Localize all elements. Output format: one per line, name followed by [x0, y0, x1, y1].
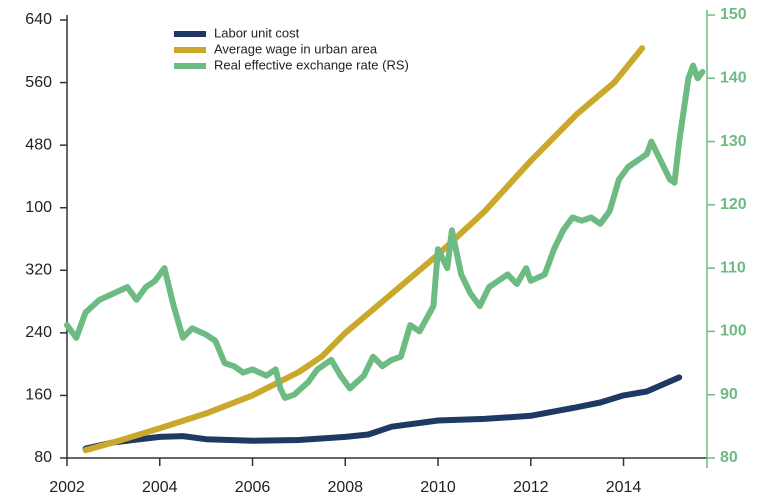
y2-tick-label: 120: [720, 196, 747, 213]
y-tick-label: 240: [25, 324, 52, 341]
y-tick-label: 640: [25, 11, 52, 28]
y2-tick-label: 90: [720, 386, 738, 403]
x-tick-label: 2008: [327, 479, 363, 496]
y-tick-label: 80: [34, 449, 52, 466]
y2-tick-label: 110: [720, 259, 746, 276]
series-line: [82, 374, 683, 452]
y-tick-label: 320: [25, 262, 52, 279]
y2-tick-label: 80: [720, 449, 738, 466]
x-tick-label: 2010: [420, 479, 456, 496]
legend-label: Labor unit cost: [214, 25, 300, 40]
y-tick-label: 560: [25, 74, 52, 91]
y-tick-label: 100: [25, 199, 52, 216]
legend-label: Real effective exchange rate (RS): [214, 57, 409, 72]
y-tick-label: 160: [25, 387, 52, 404]
x-tick-label: 2012: [513, 479, 549, 496]
x-tick-label: 2004: [142, 479, 178, 496]
y2-tick-label: 140: [720, 70, 747, 87]
y-tick-label: 480: [25, 136, 52, 153]
series-line: [64, 62, 706, 401]
series-line: [82, 45, 646, 454]
legend-label: Average wage in urban area: [214, 41, 378, 56]
y2-tick-label: 130: [720, 133, 747, 150]
y2-tick-label: 150: [720, 6, 747, 23]
x-tick-label: 2006: [235, 479, 271, 496]
y2-tick-label: 100: [720, 323, 747, 340]
x-tick-label: 2002: [49, 479, 85, 496]
x-tick-label: 2014: [606, 479, 642, 496]
